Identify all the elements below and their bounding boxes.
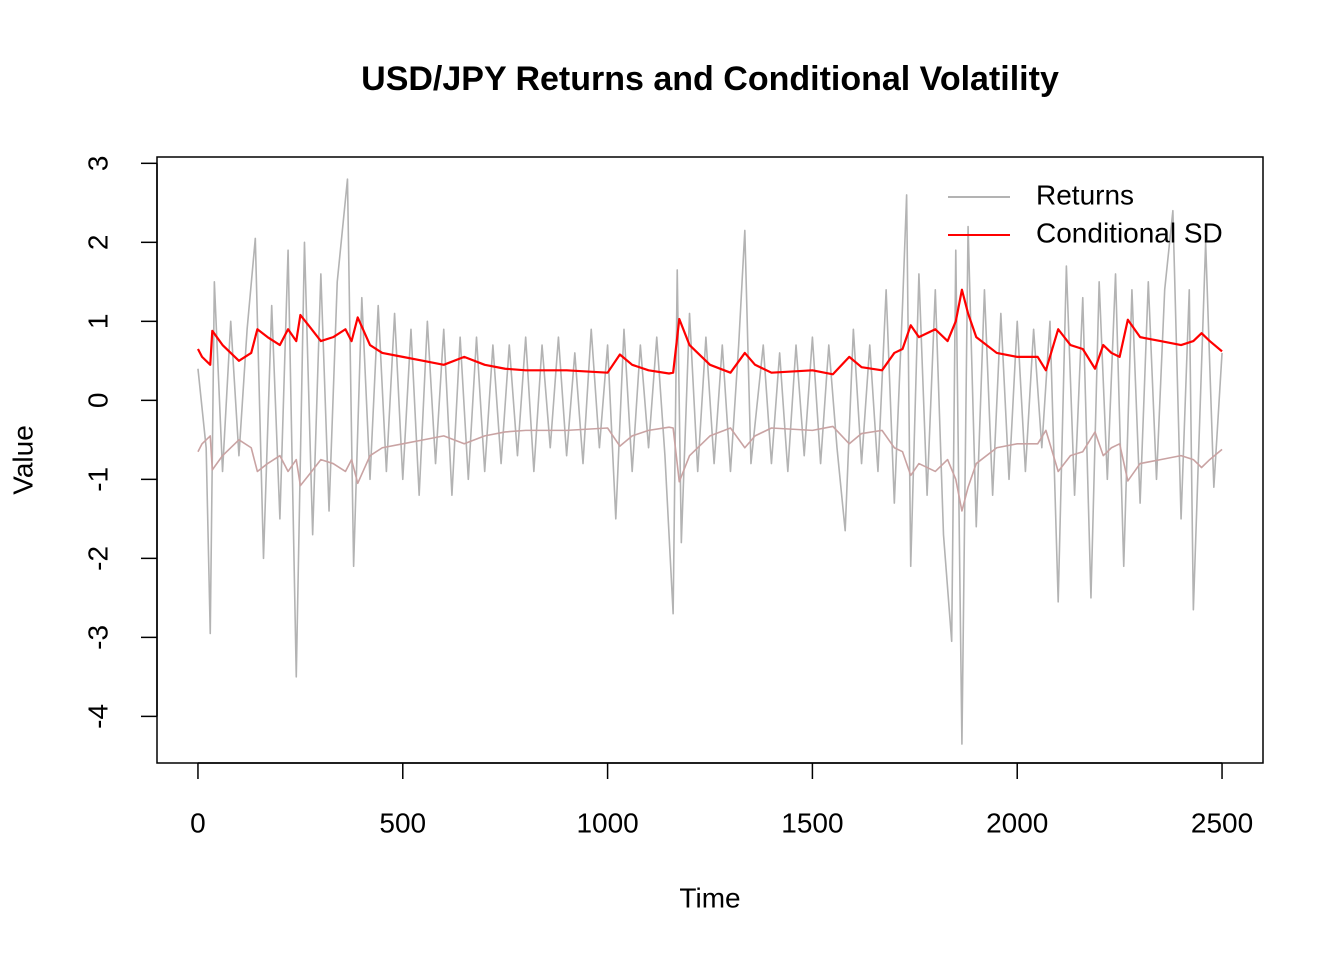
plot-area: [196, 178, 1223, 745]
x-tick-label: 0: [190, 807, 206, 838]
y-tick-label: 1: [82, 314, 113, 330]
y-tick-label: -4: [82, 704, 113, 729]
series-line: [196, 288, 1223, 376]
series-line: [197, 425, 1223, 512]
y-tick-label: -2: [82, 546, 113, 571]
x-tick-label: 2500: [1191, 807, 1253, 838]
y-tick-label: 2: [82, 235, 113, 251]
y-tick-label: -1: [82, 467, 113, 492]
legend-label: Conditional SD: [1036, 217, 1223, 248]
x-tick-label: 500: [379, 807, 426, 838]
series-line: [197, 178, 1223, 745]
y-tick-label: -3: [82, 625, 113, 650]
chart-title: USD/JPY Returns and Conditional Volatili…: [361, 60, 1059, 98]
x-tick-label: 1000: [576, 807, 638, 838]
x-axis-label: Time: [679, 882, 740, 913]
y-axis-label: Value: [7, 425, 38, 495]
y-tick-label: 0: [82, 393, 113, 409]
x-tick-label: 2000: [986, 807, 1048, 838]
legend-label: Returns: [1036, 179, 1134, 210]
x-tick-label: 1500: [781, 807, 843, 838]
y-tick-label: 3: [82, 156, 113, 172]
